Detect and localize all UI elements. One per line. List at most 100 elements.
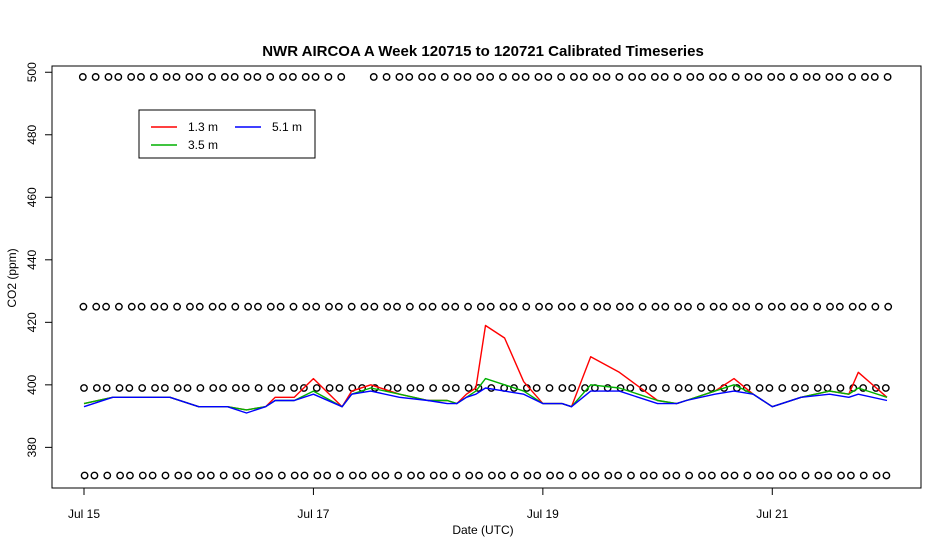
reference-marker <box>570 73 578 81</box>
reference-marker <box>279 73 287 81</box>
reference-marker <box>371 471 380 480</box>
reference-marker <box>544 73 553 81</box>
reference-marker <box>405 302 414 311</box>
reference-marker <box>871 302 880 311</box>
reference-marker <box>348 471 357 480</box>
reference-marker <box>325 384 334 392</box>
reference-marker <box>872 384 880 392</box>
reference-marker <box>150 302 159 311</box>
reference-marker <box>369 73 378 81</box>
reference-marker <box>743 471 752 480</box>
reference-marker <box>686 73 695 81</box>
reference-marker <box>102 384 111 392</box>
legend-label: 3.5 m <box>188 138 218 152</box>
reference-marker <box>220 73 229 81</box>
reference-marker <box>835 302 844 311</box>
reference-marker <box>151 384 159 392</box>
axes-layer: Jul 15 Jul 17 Jul 19 Jul 21 380 400 420 440 460 4… <box>25 62 922 521</box>
reference-marker <box>486 73 495 81</box>
reference-marker <box>382 73 391 81</box>
reference-marker <box>195 302 204 311</box>
reference-marker <box>824 471 833 480</box>
reference-marker <box>395 73 404 81</box>
reference-marker <box>416 384 425 392</box>
reference-marker <box>172 73 181 81</box>
reference-marker <box>580 302 589 311</box>
reference-marker <box>418 302 427 311</box>
reference-marker <box>196 384 205 392</box>
reference-marker <box>91 73 100 81</box>
reference-marker <box>79 302 88 311</box>
reference-marker <box>209 384 218 392</box>
reference-marker <box>754 73 763 81</box>
reference-marker <box>243 73 252 81</box>
reference-marker <box>195 73 204 81</box>
reference-marker <box>242 471 251 480</box>
reference-marker <box>766 471 774 480</box>
reference-marker <box>115 302 123 311</box>
reference-marker <box>557 73 566 81</box>
reference-marker <box>464 384 473 392</box>
reference-marker <box>476 73 485 81</box>
reference-marker <box>440 73 449 81</box>
reference-marker <box>393 302 401 311</box>
reference-marker <box>660 73 669 81</box>
reference-marker <box>394 471 403 480</box>
reference-marker <box>638 73 646 81</box>
series-line-3-5-m <box>83 377 888 411</box>
reference-marker <box>125 384 134 392</box>
reference-marker <box>556 471 564 480</box>
reference-marker <box>872 471 881 480</box>
reference-marker <box>649 384 657 392</box>
reference-marker <box>790 302 799 311</box>
y-tick-label: 420 <box>25 312 39 332</box>
reference-marker <box>756 471 765 480</box>
reference-marker <box>116 471 125 480</box>
reference-marker <box>148 471 157 480</box>
reference-marker <box>568 384 577 392</box>
y-axis-label: CO2 (ppm) <box>5 248 19 307</box>
reference-marker <box>814 471 823 480</box>
x-tick-label: Jul 21 <box>756 507 788 521</box>
reference-marker <box>835 73 844 81</box>
reference-marker <box>255 471 264 480</box>
reference-marker <box>173 302 182 311</box>
reference-marker <box>127 302 136 311</box>
reference-marker <box>765 384 774 392</box>
reference-marker <box>185 73 194 81</box>
x-tick-label: Jul 19 <box>527 507 559 521</box>
reference-marker <box>696 302 705 311</box>
reference-marker <box>837 471 845 480</box>
reference-marker <box>545 384 554 392</box>
reference-marker <box>416 471 425 480</box>
reference-marker <box>465 471 474 480</box>
reference-marker <box>451 384 460 392</box>
reference-marker <box>731 73 740 81</box>
reference-marker <box>545 302 553 311</box>
reference-marker <box>358 471 367 480</box>
reference-marker <box>602 73 611 81</box>
plot-layer <box>78 73 893 480</box>
reference-marker <box>138 471 147 480</box>
reference-marker <box>218 302 227 311</box>
reference-marker <box>405 73 414 81</box>
reference-marker <box>884 302 893 311</box>
reference-marker <box>521 73 530 81</box>
reference-marker <box>186 302 194 311</box>
reference-marker <box>208 73 216 81</box>
reference-marker <box>719 302 728 311</box>
reference-marker <box>627 471 635 480</box>
x-axis-label: Date (UTC) <box>452 523 513 537</box>
x-tick-label: Jul 15 <box>68 507 100 521</box>
reference-marker <box>801 384 809 392</box>
reference-marker <box>429 384 438 392</box>
reference-marker <box>219 384 227 392</box>
reference-marker <box>825 73 834 81</box>
reference-marker <box>661 302 670 311</box>
reference-marker <box>277 384 286 392</box>
reference-marker <box>486 302 495 311</box>
reference-marker <box>870 73 879 81</box>
reference-marker <box>127 73 136 81</box>
reference-marker <box>102 302 110 311</box>
